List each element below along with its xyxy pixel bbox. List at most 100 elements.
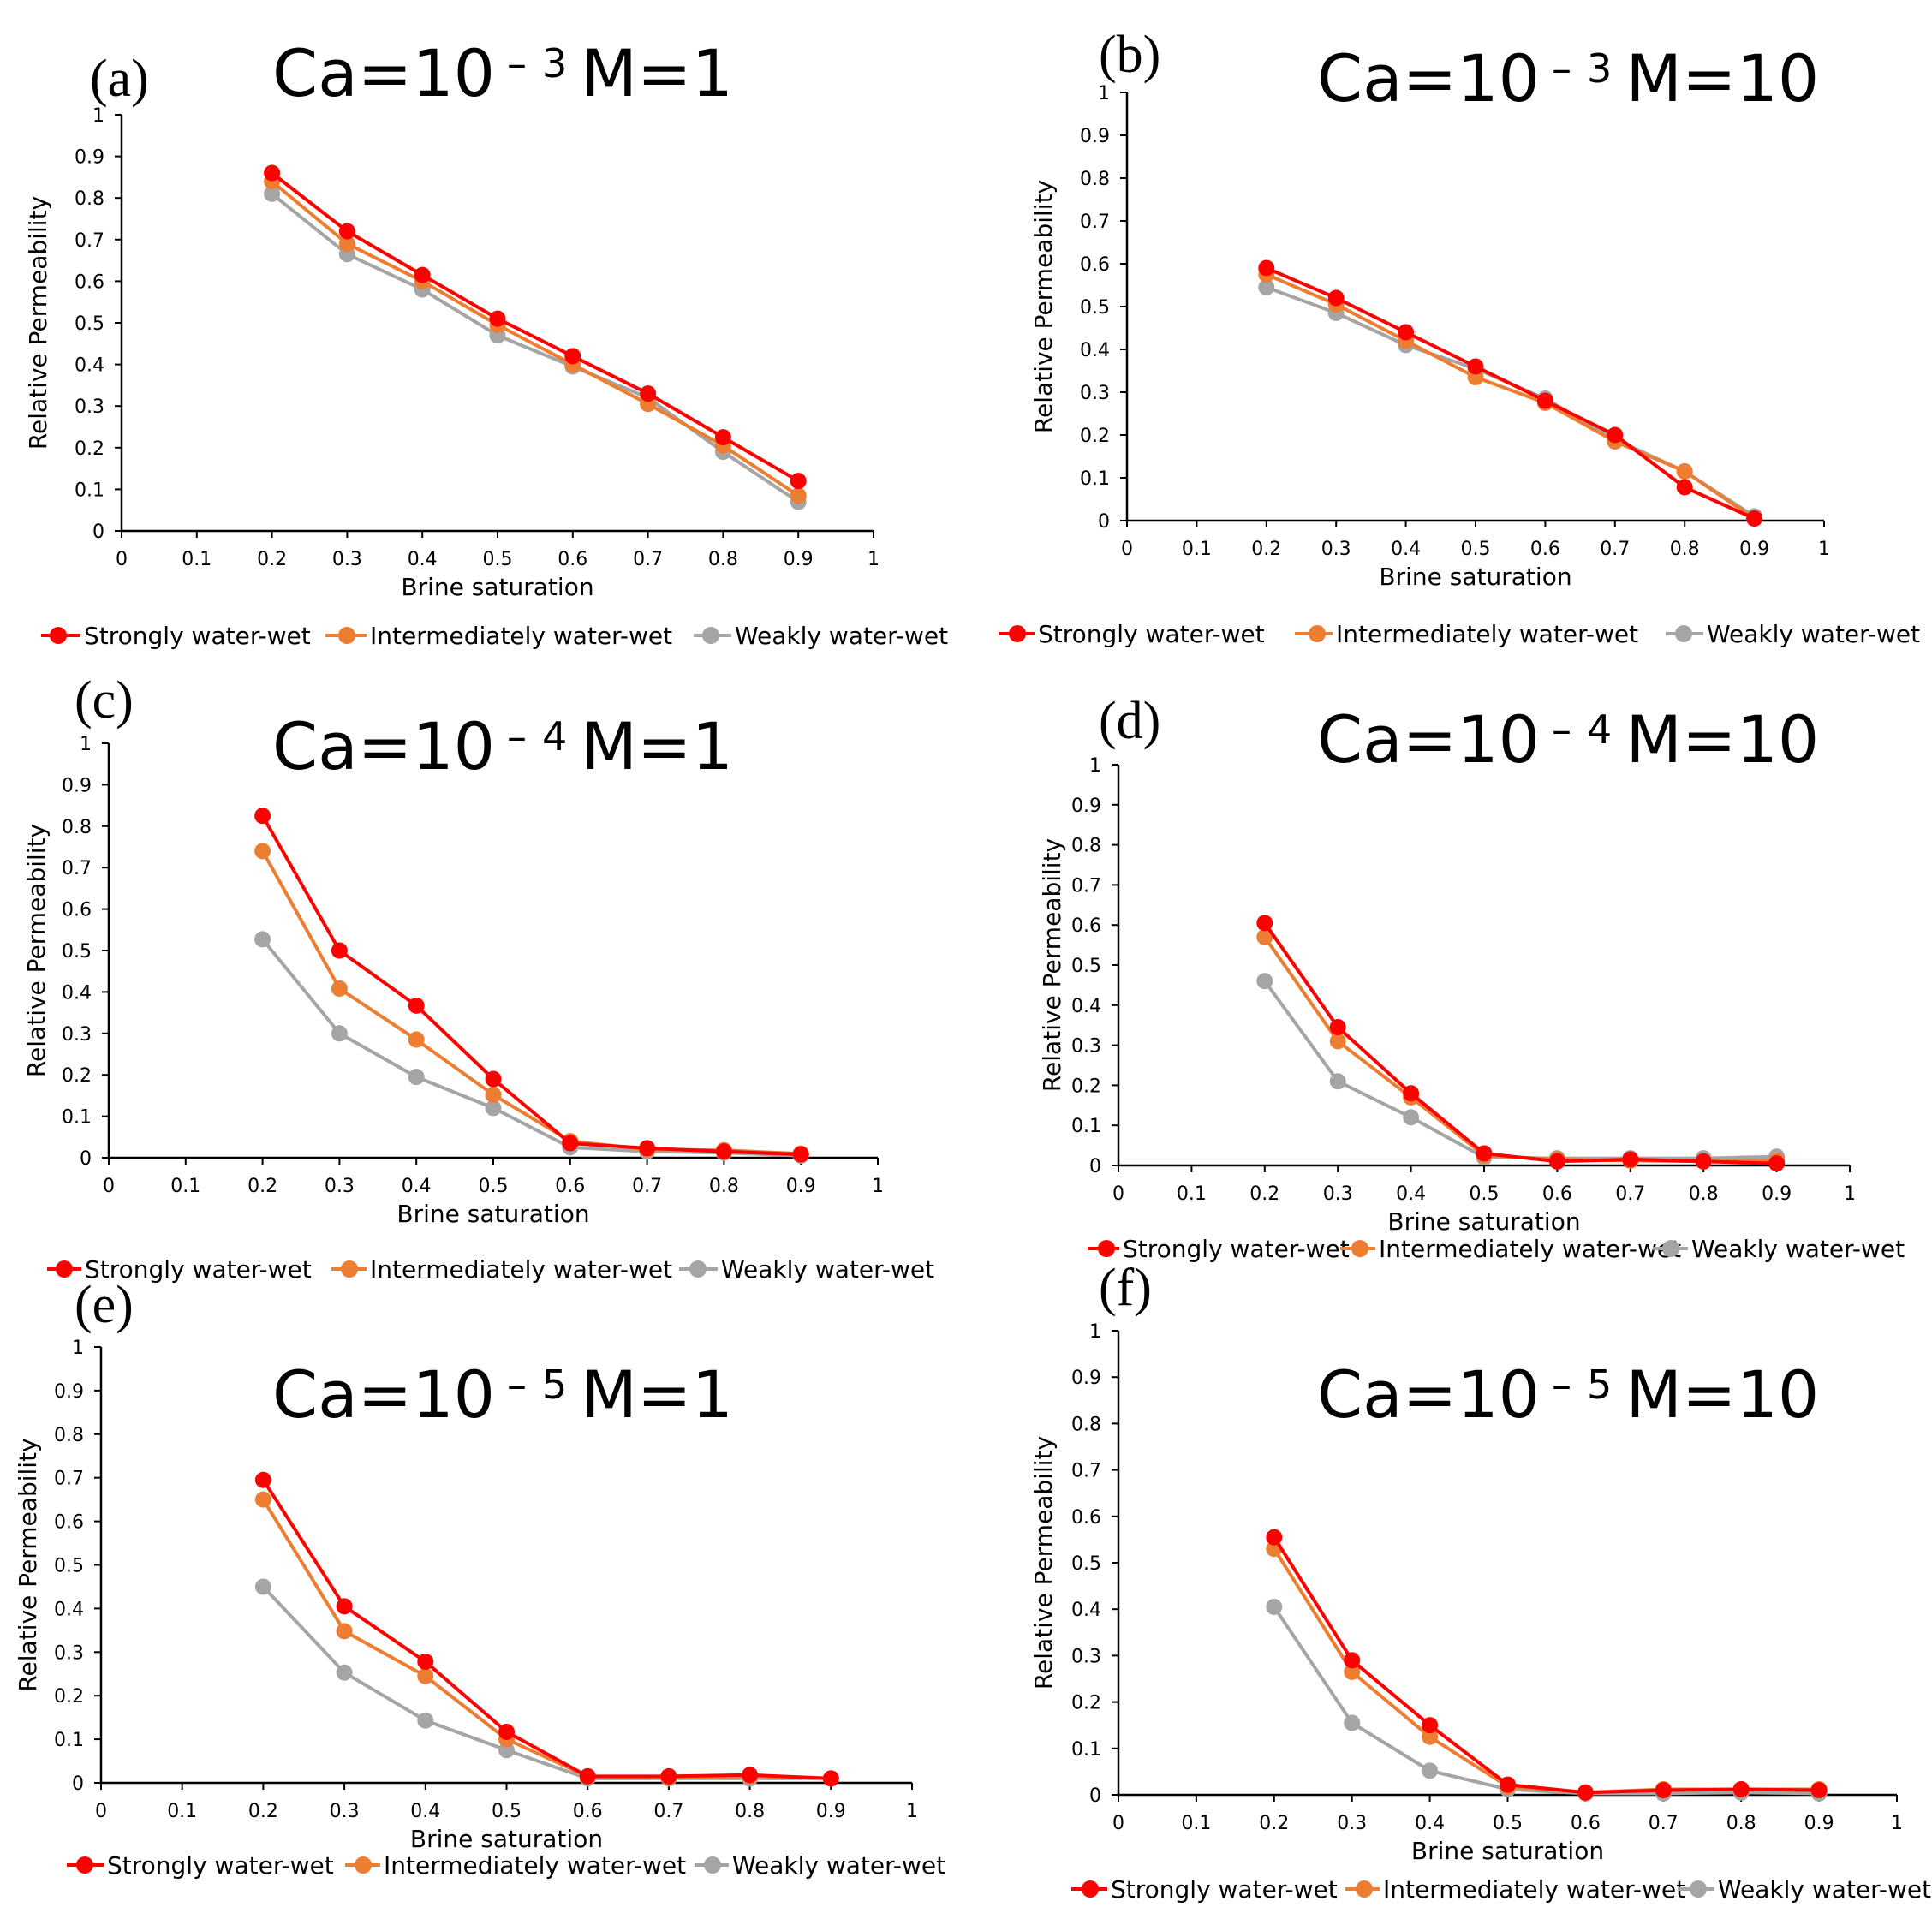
legend-label-strong: Strongly water-wet (1123, 1235, 1350, 1263)
data-point-strong (485, 1070, 502, 1088)
legend-marker-strong (76, 1856, 93, 1874)
y-tick-label: 0.5 (1080, 297, 1110, 319)
panel-label: (f) (1099, 1259, 1152, 1317)
legend-label-weak: Weakly water-wet (735, 622, 948, 650)
data-point-strong (1577, 1784, 1594, 1801)
x-tick-label: 0.6 (555, 1176, 585, 1197)
series-strong (1266, 1529, 1828, 1801)
y-tick-label: 0.6 (75, 271, 104, 293)
data-point-intermediate (1256, 928, 1273, 945)
series-line-intermediate (271, 180, 800, 498)
title-base: Ca=10 (272, 708, 495, 784)
series-line-intermediate (260, 849, 802, 1156)
legend-marker-weak (1662, 1240, 1679, 1257)
series-line-intermediate (261, 1499, 832, 1780)
y-tick-label: 0.2 (1071, 1693, 1101, 1714)
data-point-weak (417, 1712, 434, 1729)
legend-label-strong: Strongly water-wet (1111, 1875, 1338, 1904)
legend-marker-intermediate (341, 1260, 358, 1278)
legend-marker-intermediate (355, 1856, 372, 1874)
data-point-strong (1500, 1776, 1516, 1793)
title-exponent: 4 (542, 713, 567, 760)
x-tick-label: 0.8 (709, 1176, 739, 1197)
x-axis-label: Brine saturation (1387, 1207, 1580, 1236)
x-tick-label: 0 (1112, 1183, 1124, 1205)
data-point-intermediate (254, 843, 271, 860)
y-tick-label: 0.3 (1080, 383, 1110, 404)
chart-panel-d: (d) Ca=10–4 M=10 0 0.1 0.2 0.3 0.4 0.5 0.6 0.7 0.8 0… (1038, 692, 1905, 1263)
data-point-weak (336, 1664, 353, 1681)
series-weak (1256, 973, 1786, 1167)
y-tick-label: 1 (1089, 755, 1101, 777)
legend-label-weak: Weakly water-wet (1718, 1875, 1931, 1904)
y-tick-label: 0.7 (54, 1469, 84, 1490)
data-point-weak (1258, 279, 1275, 295)
x-tick-label: 0.6 (573, 1801, 603, 1822)
data-point-strong (1695, 1153, 1712, 1170)
y-axis-label: Relative Permeability (1029, 180, 1058, 433)
x-tick-label: 0.7 (633, 549, 663, 570)
data-point-strong (1266, 1529, 1283, 1546)
data-point-intermediate (331, 980, 348, 998)
x-tick-label: 0.7 (1615, 1183, 1645, 1205)
data-point-strong (1622, 1151, 1639, 1168)
y-axis-label: Relative Permeability (22, 824, 51, 1077)
data-point-strong (1548, 1153, 1565, 1170)
data-point-strong (1746, 510, 1763, 527)
legend-label-weak: Weakly water-wet (1691, 1235, 1905, 1263)
data-point-strong (715, 1143, 732, 1160)
y-tick-label: 0.8 (1071, 1414, 1101, 1435)
x-tick-label: 0.7 (653, 1801, 683, 1822)
legend-label-intermediate: Intermediately water-wet (384, 1851, 686, 1880)
x-tick-label: 0.5 (479, 1176, 509, 1197)
data-point-strong (1329, 1019, 1346, 1036)
y-tick-label: 0.6 (1071, 915, 1101, 937)
data-point-strong (660, 1767, 677, 1785)
legend-label-intermediate: Intermediately water-wet (1379, 1235, 1681, 1263)
x-tick-label: 0.9 (1804, 1813, 1834, 1834)
data-point-strong (264, 164, 281, 182)
x-tick-label: 0.7 (1600, 539, 1630, 560)
data-point-weak (1344, 1714, 1361, 1731)
data-point-strong (1476, 1145, 1493, 1162)
x-tick-label: 0.6 (1530, 539, 1560, 560)
y-tick-label: 0 (72, 1773, 84, 1795)
y-tick-label: 0.2 (62, 1065, 92, 1087)
y-tick-label: 0.5 (1071, 956, 1101, 977)
x-tick-label: 0.3 (1323, 1183, 1353, 1205)
y-tick-label: 1 (92, 105, 104, 127)
x-tick-label: 0.8 (1689, 1183, 1719, 1205)
title-base: Ca=10 (272, 35, 495, 111)
legend-marker-intermediate (1309, 625, 1326, 642)
title-exponent: 5 (1587, 1362, 1612, 1408)
series-weak (254, 931, 809, 1165)
series-line-strong (261, 1479, 832, 1780)
data-point-strong (1398, 324, 1415, 341)
data-point-strong (1344, 1652, 1361, 1669)
x-tick-label: 0.4 (408, 549, 438, 570)
legend-label-intermediate: Intermediately water-wet (1336, 620, 1638, 648)
series-weak (1266, 1598, 1828, 1802)
y-tick-label: 0.8 (1071, 836, 1101, 857)
series-strong (254, 808, 809, 1163)
title-minus: – (507, 1362, 527, 1408)
y-axis-label: Relative Permeability (24, 196, 52, 450)
x-tick-label: 0.2 (247, 1176, 277, 1197)
legend-label-strong: Strongly water-wet (107, 1851, 334, 1880)
legend-marker-intermediate (1351, 1240, 1368, 1257)
data-point-weak (331, 1025, 348, 1042)
series-strong (1258, 259, 1763, 527)
y-tick-label: 1 (1098, 83, 1110, 104)
y-tick-label: 0.2 (54, 1686, 84, 1707)
series-strong (264, 164, 807, 490)
x-tick-label: 0 (1121, 539, 1133, 560)
x-tick-label: 0.9 (786, 1176, 816, 1197)
legend-label-intermediate: Intermediately water-wet (370, 1255, 672, 1284)
legend: Strongly water-wet Intermediately water-w… (999, 620, 1920, 648)
data-point-strong (822, 1770, 839, 1787)
x-tick-label: 0.3 (1321, 539, 1351, 560)
y-tick-label: 0.3 (54, 1642, 84, 1664)
x-tick-label: 1 (906, 1801, 918, 1822)
title-minus: – (1552, 45, 1571, 92)
